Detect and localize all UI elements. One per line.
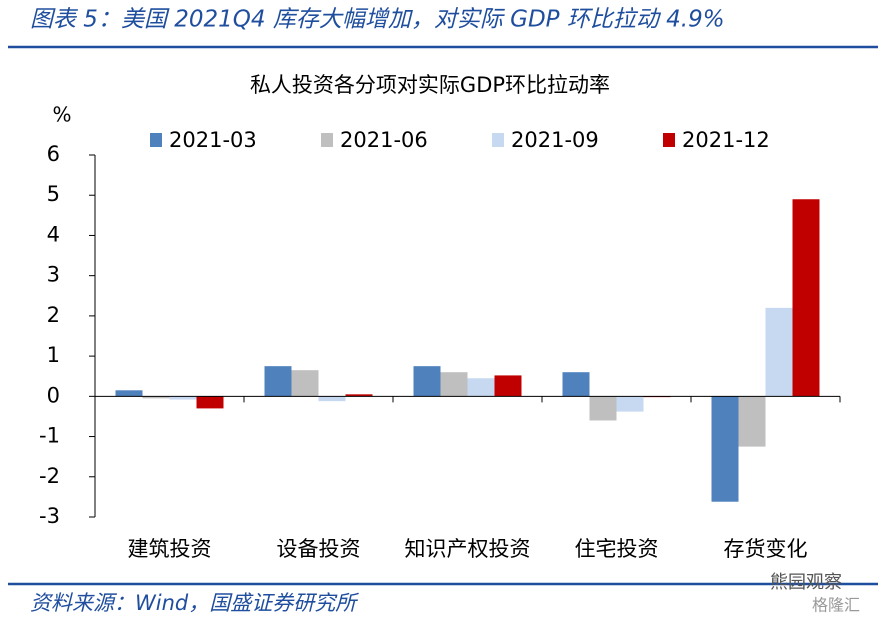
legend-swatch (663, 133, 675, 147)
x-tick-label: 知识产权投资 (405, 537, 531, 561)
x-tick-label: 存货变化 (724, 537, 808, 561)
bar (616, 396, 644, 412)
y-tick-label: 6 (47, 142, 60, 166)
bar (291, 370, 319, 397)
y-tick-label: -3 (39, 504, 60, 528)
bar (467, 378, 495, 397)
legend-swatch (150, 133, 162, 147)
y-tick-label: 2 (47, 303, 60, 327)
y-tick-label: 5 (47, 182, 60, 206)
bar (169, 396, 197, 400)
x-tick-label: 建筑投资 (128, 537, 212, 561)
watermark: 熊园观察 (770, 572, 842, 593)
plot: -3 -2 -1 0 1 2 3 4 5 6 建筑投资 设备投资 知识产权投资 住宅投资 存货变化 2021-… (39, 128, 841, 561)
bar (318, 396, 346, 402)
bar (494, 375, 522, 397)
legend-swatch (321, 133, 333, 147)
legend-label: 2021-06 (340, 128, 428, 152)
x-tick-label: 住宅投资 (575, 537, 659, 561)
watermark: 格隆汇 (812, 596, 860, 615)
bar (440, 372, 468, 397)
bar (765, 307, 793, 397)
bar (413, 366, 441, 397)
bar (711, 396, 739, 502)
bar (345, 394, 373, 397)
bar (738, 396, 766, 447)
y-tick-label: 4 (47, 222, 60, 246)
bar (115, 390, 143, 397)
y-tick-label: 1 (47, 343, 60, 367)
legend-swatch (492, 133, 504, 147)
x-tick-label: 设备投资 (277, 537, 361, 561)
y-tick-label: 0 (47, 383, 60, 407)
legend-label: 2021-03 (169, 128, 257, 152)
bar (264, 366, 292, 397)
y-axis-label: % (52, 103, 71, 127)
legend-label: 2021-09 (511, 128, 599, 152)
bar (792, 199, 820, 397)
chart-title: 私人投资各分项对实际GDP环比拉动率 (250, 73, 610, 97)
bar (562, 372, 590, 397)
bar (142, 396, 170, 399)
source-note: 资料来源：Wind，国盛证券研究所 (30, 591, 359, 615)
y-tick-label: -2 (39, 464, 60, 488)
legend-label: 2021-12 (682, 128, 770, 152)
y-tick-label: 3 (47, 263, 60, 287)
bar (196, 396, 224, 409)
page-title: 图表 5：美国 2021Q4 库存大幅增加，对实际 GDP 环比拉动 4.9% (30, 7, 725, 33)
y-tick-label: -1 (39, 424, 60, 448)
bar (589, 396, 617, 421)
